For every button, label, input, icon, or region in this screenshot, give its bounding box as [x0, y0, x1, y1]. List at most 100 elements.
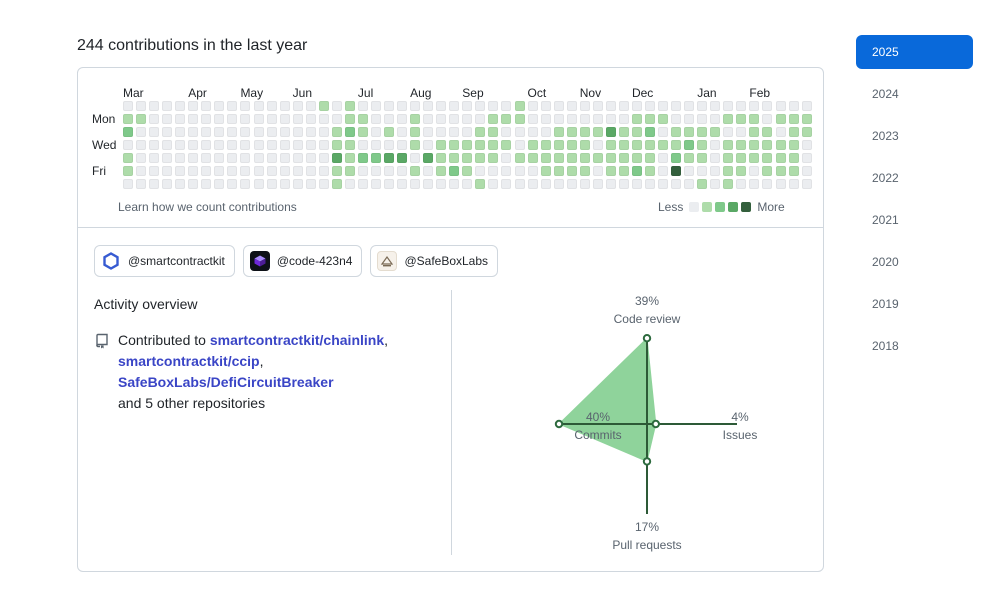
- contribution-day[interactable]: [462, 101, 473, 111]
- contribution-day[interactable]: [214, 114, 225, 125]
- contribution-day[interactable]: [801, 101, 812, 111]
- contribution-day[interactable]: [214, 153, 225, 164]
- contribution-day[interactable]: [384, 101, 394, 111]
- contribution-day[interactable]: [710, 166, 721, 177]
- contribution-day[interactable]: [553, 114, 564, 125]
- contribution-day[interactable]: [488, 179, 499, 190]
- contribution-day[interactable]: [188, 114, 199, 125]
- contribution-day[interactable]: [710, 127, 721, 138]
- contribution-day[interactable]: [279, 114, 290, 125]
- contribution-day[interactable]: [775, 179, 786, 190]
- contribution-day[interactable]: [279, 127, 290, 138]
- contribution-day[interactable]: [736, 114, 747, 125]
- contribution-day[interactable]: [436, 127, 447, 138]
- contribution-day[interactable]: [671, 114, 682, 125]
- contribution-day[interactable]: [553, 101, 564, 111]
- contribution-day[interactable]: [749, 140, 760, 151]
- contribution-day[interactable]: [397, 114, 408, 125]
- contribution-day[interactable]: [384, 153, 394, 164]
- contribution-day[interactable]: [501, 140, 512, 151]
- contribution-day[interactable]: [462, 179, 473, 190]
- contribution-day[interactable]: [423, 101, 434, 111]
- contribution-day[interactable]: [618, 153, 629, 164]
- contribution-day[interactable]: [645, 153, 655, 164]
- contribution-day[interactable]: [684, 166, 695, 177]
- contribution-day[interactable]: [305, 153, 316, 164]
- contribution-day[interactable]: [710, 114, 721, 125]
- contribution-day[interactable]: [775, 140, 786, 151]
- contribution-day[interactable]: [423, 114, 434, 125]
- contribution-day[interactable]: [723, 153, 734, 164]
- contribution-day[interactable]: [410, 166, 421, 177]
- contribution-day[interactable]: [618, 114, 629, 125]
- contribution-day[interactable]: [357, 101, 368, 111]
- contribution-day[interactable]: [592, 166, 603, 177]
- contribution-day[interactable]: [540, 153, 551, 164]
- contribution-day[interactable]: [397, 140, 408, 151]
- contribution-day[interactable]: [723, 179, 734, 190]
- contribution-day[interactable]: [201, 127, 212, 138]
- contribution-day[interactable]: [175, 101, 186, 111]
- contribution-day[interactable]: [723, 101, 734, 111]
- contribution-day[interactable]: [697, 127, 708, 138]
- contribution-day[interactable]: [357, 179, 368, 190]
- contribution-day[interactable]: [736, 179, 747, 190]
- contribution-day[interactable]: [266, 179, 277, 190]
- contribution-day[interactable]: [370, 114, 381, 125]
- contribution-day[interactable]: [279, 166, 290, 177]
- contribution-day[interactable]: [253, 166, 264, 177]
- contribution-day[interactable]: [201, 166, 212, 177]
- contribution-day[interactable]: [501, 179, 512, 190]
- contribution-day[interactable]: [423, 153, 434, 164]
- contribution-day[interactable]: [527, 166, 538, 177]
- contribution-day[interactable]: [592, 153, 603, 164]
- contribution-day[interactable]: [357, 114, 368, 125]
- contribution-day[interactable]: [592, 140, 603, 151]
- contribution-day[interactable]: [175, 166, 186, 177]
- contribution-day[interactable]: [305, 166, 316, 177]
- contribution-day[interactable]: [710, 140, 721, 151]
- contribution-day[interactable]: [370, 153, 381, 164]
- org-filter-safeboxlabs[interactable]: @SafeBoxLabs: [370, 245, 499, 277]
- contribution-day[interactable]: [553, 127, 564, 138]
- year-link-2023[interactable]: 2023: [872, 129, 899, 143]
- contribution-day[interactable]: [801, 179, 812, 190]
- year-link-2022[interactable]: 2022: [872, 171, 899, 185]
- contribution-day[interactable]: [397, 127, 408, 138]
- contribution-day[interactable]: [514, 166, 525, 177]
- contribution-day[interactable]: [579, 153, 590, 164]
- contribution-day[interactable]: [527, 140, 538, 151]
- contribution-day[interactable]: [684, 140, 695, 151]
- contribution-day[interactable]: [318, 101, 329, 111]
- contribution-day[interactable]: [631, 140, 642, 151]
- contribution-day[interactable]: [527, 127, 538, 138]
- contribution-day[interactable]: [475, 140, 486, 151]
- contribution-day[interactable]: [723, 166, 734, 177]
- contribution-day[interactable]: [488, 101, 499, 111]
- contribution-day[interactable]: [266, 101, 277, 111]
- contribution-day[interactable]: [540, 114, 551, 125]
- contribution-day[interactable]: [658, 166, 669, 177]
- contribution-day[interactable]: [749, 179, 760, 190]
- contribution-day[interactable]: [801, 166, 812, 177]
- contribution-day[interactable]: [697, 114, 708, 125]
- contribution-day[interactable]: [162, 166, 173, 177]
- contribution-day[interactable]: [710, 153, 721, 164]
- contribution-day[interactable]: [318, 179, 329, 190]
- contribution-day[interactable]: [723, 114, 734, 125]
- contribution-day[interactable]: [645, 140, 655, 151]
- contribution-day[interactable]: [357, 140, 368, 151]
- contribution-day[interactable]: [684, 114, 695, 125]
- contribution-day[interactable]: [188, 127, 199, 138]
- contribution-day[interactable]: [462, 127, 473, 138]
- contribution-day[interactable]: [618, 179, 629, 190]
- contribution-day[interactable]: [188, 153, 199, 164]
- contribution-day[interactable]: [449, 153, 460, 164]
- contribution-day[interactable]: [475, 166, 486, 177]
- contribution-day[interactable]: [344, 166, 355, 177]
- contribution-day[interactable]: [671, 127, 682, 138]
- contribution-day[interactable]: [553, 140, 564, 151]
- contribution-day[interactable]: [775, 153, 786, 164]
- contribution-day[interactable]: [762, 166, 773, 177]
- contribution-day[interactable]: [370, 140, 381, 151]
